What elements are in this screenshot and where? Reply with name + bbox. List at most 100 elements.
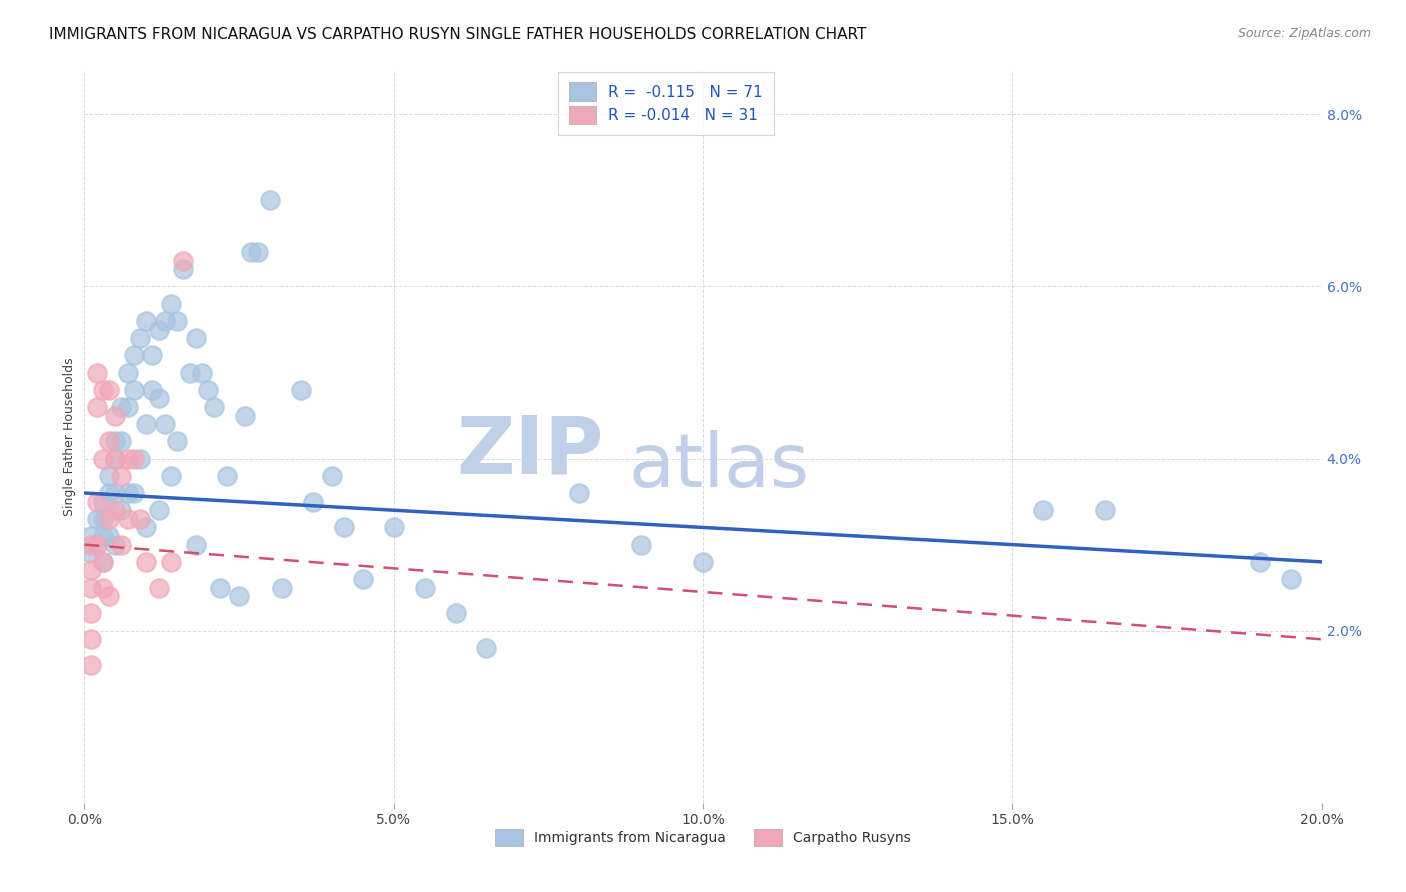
Point (117, 486, 139, 500)
Point (166, 434, 188, 449)
Point (166, 314, 188, 328)
Point (98, 468, 121, 483)
Point (153, 314, 176, 328)
Point (1094, 503, 1116, 517)
Point (104, 451, 127, 466)
Point (91, 581, 114, 595)
Point (104, 538, 127, 552)
Point (110, 503, 132, 517)
Point (79, 529, 101, 543)
Point (215, 468, 238, 483)
Point (1279, 572, 1302, 586)
Point (86, 538, 108, 552)
Point (1032, 503, 1054, 517)
Point (148, 322, 170, 336)
Point (184, 538, 207, 552)
Point (352, 572, 374, 586)
Point (98, 529, 121, 543)
Point (413, 581, 436, 595)
Text: ZIP: ZIP (457, 413, 605, 491)
Point (104, 486, 127, 500)
Point (129, 451, 152, 466)
Point (160, 555, 183, 569)
Point (104, 451, 127, 466)
Point (191, 366, 214, 380)
Point (91, 529, 114, 543)
Point (79, 538, 101, 552)
Point (179, 366, 201, 380)
Point (630, 538, 652, 552)
Point (302, 494, 325, 508)
Point (246, 245, 269, 260)
Point (104, 503, 127, 517)
Point (91, 555, 114, 569)
Point (117, 400, 139, 414)
Point (271, 581, 294, 595)
Point (148, 503, 170, 517)
Point (110, 538, 132, 552)
Point (91, 555, 114, 569)
Text: IMMIGRANTS FROM NICARAGUA VS CARPATHO RUSYN SINGLE FATHER HOUSEHOLDS CORRELATION: IMMIGRANTS FROM NICARAGUA VS CARPATHO RU… (49, 27, 866, 42)
Point (79, 632, 101, 647)
Text: Source: ZipAtlas.com: Source: ZipAtlas.com (1237, 27, 1371, 40)
Point (91, 383, 114, 397)
Point (122, 486, 145, 500)
Point (153, 417, 176, 432)
Point (117, 512, 139, 526)
Point (98, 434, 121, 449)
Point (122, 348, 145, 362)
Point (209, 581, 232, 595)
Point (197, 383, 219, 397)
Point (86, 512, 108, 526)
Point (86, 400, 108, 414)
Point (91, 494, 114, 508)
Point (290, 383, 312, 397)
Point (79, 564, 101, 578)
Point (122, 383, 145, 397)
Point (202, 400, 225, 414)
Point (104, 434, 127, 449)
Point (233, 409, 256, 423)
Y-axis label: Single Father Households: Single Father Households (63, 358, 76, 516)
Point (110, 434, 132, 449)
Point (141, 348, 163, 362)
Point (79, 607, 101, 621)
Point (568, 486, 591, 500)
Point (79, 581, 101, 595)
Point (321, 468, 343, 483)
Point (160, 468, 183, 483)
Point (382, 520, 405, 534)
Point (228, 589, 250, 603)
Point (117, 366, 139, 380)
Point (172, 253, 194, 268)
Point (110, 468, 132, 483)
Point (79, 546, 101, 560)
Point (172, 262, 194, 277)
Point (104, 409, 127, 423)
Point (135, 520, 157, 534)
Point (475, 640, 498, 655)
Point (122, 451, 145, 466)
Point (141, 383, 163, 397)
Point (98, 383, 121, 397)
Point (135, 555, 157, 569)
Point (135, 417, 157, 432)
Point (160, 296, 183, 310)
Point (1249, 555, 1271, 569)
Point (110, 400, 132, 414)
Point (135, 314, 157, 328)
Point (98, 512, 121, 526)
Point (692, 555, 714, 569)
Point (79, 658, 101, 673)
Point (98, 486, 121, 500)
Point (91, 512, 114, 526)
Point (184, 331, 207, 345)
Point (86, 366, 108, 380)
Point (91, 451, 114, 466)
Point (259, 194, 281, 208)
Point (148, 581, 170, 595)
Point (86, 494, 108, 508)
Point (98, 589, 121, 603)
Text: atlas: atlas (628, 430, 810, 503)
Point (86, 538, 108, 552)
